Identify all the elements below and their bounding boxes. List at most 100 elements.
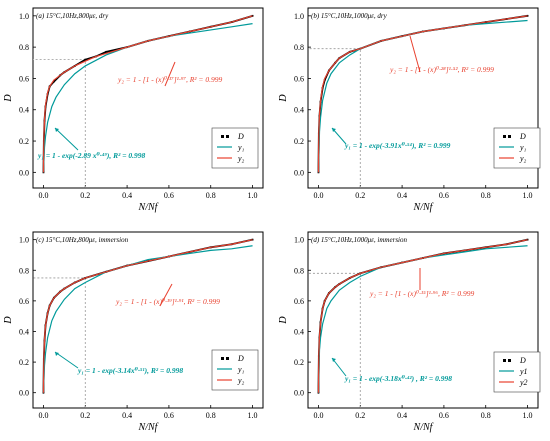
- x-tick-label: 0.2: [355, 191, 365, 200]
- y-tick-label: 1.0: [19, 12, 29, 21]
- panel-title: (a) 15°C,10Hz,800με, dry: [36, 12, 109, 20]
- series-line-y2: [42, 15, 253, 173]
- y-tick-label: 0.8: [19, 43, 29, 52]
- legend-marker-D: [508, 359, 511, 362]
- y1-arrow: [331, 127, 347, 145]
- x-tick-label: 1.0: [523, 191, 533, 200]
- legend-marker-D: [221, 357, 224, 360]
- legend-label: y₂: [237, 154, 245, 163]
- y-tick-label: 0.0: [294, 168, 304, 177]
- x-tick-label: 0.6: [164, 191, 174, 200]
- data-point: [84, 58, 87, 61]
- plot-frame: [32, 231, 264, 409]
- series-line-y2: [42, 239, 253, 393]
- y-tick-label: 0.4: [294, 106, 304, 115]
- y1-arrow: [331, 357, 347, 377]
- chart-panel-0: 0.0 0.2 0.4 0.6 0.8 1.0 0.0 0.2 0.4 0.6 0.8 1.0 N/Nf…: [3, 7, 264, 213]
- x-tick-label: 0.8: [206, 191, 216, 200]
- y2-arrow: [159, 283, 173, 307]
- legend-box: [211, 349, 259, 391]
- legend-label: D: [237, 132, 244, 141]
- plot-frame: [307, 7, 539, 189]
- y1-arrowhead: [55, 352, 59, 356]
- y-tick-label: 0.8: [294, 266, 304, 275]
- legend: Dy₁ y₂: [211, 349, 259, 391]
- data-point: [317, 391, 320, 394]
- x-tick-label: 0.0: [38, 411, 48, 420]
- data-point: [105, 50, 108, 53]
- data-point: [42, 171, 45, 174]
- legend-marker-D: [503, 359, 506, 362]
- x-tick-label: 0.8: [481, 191, 491, 200]
- data-point: [251, 238, 254, 241]
- y-tick-label: 0.8: [19, 266, 29, 275]
- guide-line: [33, 277, 86, 408]
- legend-marker-D: [503, 135, 506, 138]
- legend-label: y₁: [237, 365, 245, 374]
- panel-title: (b) 15°C,10Hz,1000με, dry: [311, 12, 388, 20]
- y-axis-label: D: [278, 94, 289, 103]
- chart-panel-3: 0.0 0.2 0.4 0.6 0.8 1.0 0.0 0.2 0.4 0.6 0.8 1.0 N/Nf…: [278, 231, 541, 433]
- y-tick-label: 0.4: [19, 327, 29, 336]
- data-point: [53, 80, 55, 83]
- y-tick-label: 0.0: [294, 389, 304, 398]
- guide-line: [33, 59, 86, 188]
- y2-equation: y₂ = 1 - [1 - (x)⁰·¹⁵]¹·⁹⁶, R² = 0.999: [369, 289, 474, 298]
- y1-arrowhead: [55, 128, 59, 132]
- x-tick-label: 0.2: [355, 411, 365, 420]
- x-tick-label: 0.4: [397, 191, 407, 200]
- x-tick-label: 0.4: [122, 191, 132, 200]
- y2-arrow: [164, 61, 176, 87]
- x-tick-label: 0.4: [397, 411, 407, 420]
- x-tick-label: 0.2: [80, 411, 90, 420]
- chart-panel-2: 0.0 0.2 0.4 0.6 0.8 1.0 0.0 0.2 0.4 0.6 0.8 1.0 N/Nf…: [3, 231, 264, 433]
- x-tick-label: 1.0: [248, 411, 258, 420]
- y-tick-label: 1.0: [294, 12, 304, 21]
- panel-title: (d) 15°C,10Hz,1000με, immersion: [311, 236, 407, 244]
- legend-box: [211, 127, 259, 169]
- y1-arrowhead: [332, 128, 336, 132]
- y-tick-label: 0.2: [19, 137, 29, 146]
- y-tick-label: 0.2: [19, 358, 29, 367]
- legend-label: D: [237, 354, 244, 363]
- x-axis-label: N/Nf: [138, 422, 159, 433]
- y-tick-label: 0.4: [19, 106, 29, 115]
- chart-panel-1: 0.0 0.2 0.4 0.6 0.8 1.0 0.0 0.2 0.4 0.6 0.8 1.0 N/Nf…: [278, 7, 541, 213]
- y-tick-label: 0.0: [19, 168, 29, 177]
- legend-label: D: [519, 356, 526, 365]
- y1-equation: y₁ = 1 - exp(-3.91x⁰·⁵⁴), R² = 0.999: [344, 141, 451, 150]
- x-tick-label: 0.0: [313, 191, 323, 200]
- x-tick-label: 0.6: [439, 191, 449, 200]
- panel-title: (c) 15°C,10Hz,800με, immersion: [36, 236, 129, 244]
- legend-label: y2: [519, 378, 528, 387]
- y-tick-label: 1.0: [19, 236, 29, 245]
- legend-label: D: [519, 132, 526, 141]
- x-tick-label: 0.8: [481, 411, 491, 420]
- series-line-y1: [42, 23, 253, 173]
- y-tick-label: 0.6: [294, 74, 304, 83]
- series-line-y2: [317, 239, 528, 393]
- legend: Dy₁ y₂: [493, 127, 541, 169]
- y-axis-label: D: [3, 94, 14, 103]
- legend-box: [493, 351, 541, 393]
- legend-label: y₂: [519, 154, 527, 163]
- x-tick-label: 0.6: [164, 411, 174, 420]
- y-tick-label: 1.0: [294, 236, 304, 245]
- x-tick-label: 0.8: [206, 411, 216, 420]
- legend-marker-D: [226, 357, 229, 360]
- y1-arrow: [54, 127, 79, 151]
- legend-box: [493, 127, 541, 169]
- data-point: [251, 14, 254, 17]
- legend-label: y₁: [237, 143, 245, 152]
- y-axis-label: D: [3, 316, 14, 325]
- y2-equation: y₂ = 1 - [1 - (x)⁰·¹⁹]¹·⁹¹, R² = 0.999: [115, 297, 220, 306]
- y-tick-label: 0.2: [294, 137, 304, 146]
- legend: Dy₁ y₂: [211, 127, 259, 169]
- y-tick-label: 0.6: [19, 297, 29, 306]
- y1-arrow: [54, 351, 79, 369]
- legend-label: y₂: [237, 376, 245, 385]
- x-tick-label: 1.0: [248, 191, 258, 200]
- x-tick-label: 0.0: [38, 191, 48, 200]
- y-tick-label: 0.8: [294, 43, 304, 52]
